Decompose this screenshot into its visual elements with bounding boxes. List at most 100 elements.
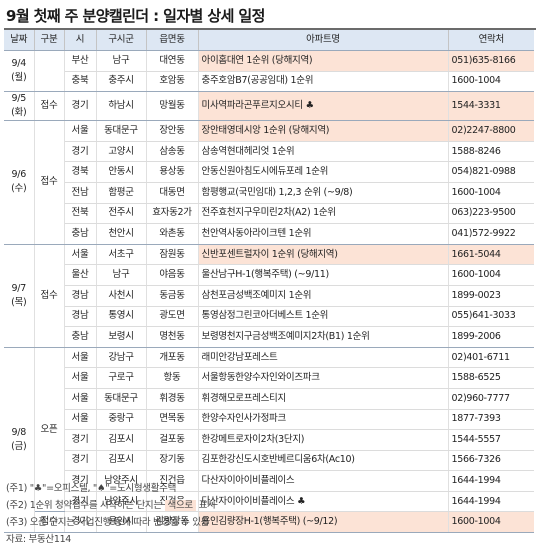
district-cell: 용인시: [96, 511, 147, 534]
table-row: 9/4 (월) 부산 남구 대연동 아이홈대연 1순위 (당해지역) 051)635-816…: [4, 50, 534, 93]
date-cell: 9/8 (금): [4, 347, 35, 534]
apartment-name-cell: 충주호암B7(공공임대) 1순위: [198, 71, 448, 93]
city-cell: 경기: [64, 429, 97, 451]
city-cell: 서울: [64, 244, 97, 266]
town-cell: 호암동: [146, 71, 199, 93]
contact-cell: 1644-1994: [447, 470, 534, 492]
town-cell: 용상동: [146, 161, 199, 183]
table-row: 충남 보령시 명천동 보령명천지구금성백조예미지2차(B1) 1순위 1899-2006: [4, 326, 534, 348]
town-cell: 장기동: [146, 450, 199, 472]
apartment-name-cell: 안동신원아침도시에듀포레 1순위: [198, 161, 448, 183]
table-row: 서울 구로구 항동 서울항동한양수자인와이즈파크 1588-6525: [4, 367, 534, 389]
city-cell: 경남: [64, 306, 97, 328]
apartment-name-cell: 전주효천지구우미린2차(A2) 1순위: [198, 203, 448, 225]
district-cell: 구로구: [96, 367, 147, 389]
table-row: 전남 함평군 대동면 함평행교(국민임대) 1,2,3 순위 (~9/8) 1600-1…: [4, 182, 534, 204]
contact-cell: 051)635-8166: [447, 50, 534, 72]
apartment-name-cell: 아이홈대연 1순위 (당해지역): [198, 50, 448, 72]
town-cell: 항동: [146, 367, 199, 389]
column-header: 연락처: [448, 30, 534, 51]
city-cell: 경북: [64, 161, 97, 183]
note-1: (주1) "♣"=오피스텔, "♠"=도시형생활주택: [6, 483, 177, 494]
date-weekday: (수): [11, 183, 27, 195]
apartment-name-cell: 천안역사동아라이크텐 1순위: [198, 223, 448, 245]
city-cell: 전북: [64, 203, 97, 225]
table-row: 9/7 (목) 접수 서울 서초구 잠원동 신반포센트럴자이 1순위 (당해지역) 1661-…: [4, 244, 534, 348]
contact-cell: 1588-6525: [447, 367, 534, 389]
town-cell: 잠원동: [146, 244, 199, 266]
table-row: 충남 천안시 와촌동 천안역사동아라이크텐 1순위 041)572-9922: [4, 223, 534, 245]
date-cell: 9/5 (화): [4, 91, 35, 122]
district-cell: 강남구: [96, 347, 147, 369]
table-row: 경기 김포시 걸포동 한강메트로자이2차(3단지) 1544-5557: [4, 429, 534, 451]
city-cell: 충남: [64, 326, 97, 348]
contact-cell: 1899-2006: [447, 326, 534, 348]
kind-cell: [34, 50, 65, 93]
note-2-highlight: 색으로: [164, 500, 196, 511]
schedule-table: 날짜 구분 시 구시군 읍면동 아파트명 연락처 9/4 (월) 부산 남구 대연동 아이홈대연 1순…: [4, 30, 534, 534]
district-cell: 보령시: [96, 326, 147, 348]
date-weekday: (목): [11, 296, 27, 308]
district-cell: 동대문구: [96, 120, 147, 142]
contact-cell: 041)572-9922: [447, 223, 534, 245]
town-cell: 김량장동: [146, 511, 199, 534]
footnotes: (주1) "♣"=오피스텔, "♠"=도시형생활주택 (주2) 1순위 청약접수…: [6, 480, 216, 548]
apartment-name-cell: 한강메트로자이2차(3단지): [198, 429, 448, 451]
apartment-name-cell: 한양수자인사가정파크: [198, 409, 448, 431]
title-rule: [4, 28, 536, 30]
city-cell: 울산: [64, 264, 97, 286]
table-row: 울산 남구 야음동 울산남구H-1(행복주택) (~9/11) 1600-1004: [4, 264, 534, 286]
contact-cell: 1588-8246: [447, 141, 534, 163]
district-cell: 고양시: [96, 141, 147, 163]
column-header: 구분: [34, 30, 65, 51]
city-cell: 경기: [64, 450, 97, 472]
city-cell: 충북: [64, 71, 97, 93]
apartment-name-cell: 신반포센트럴자이 1순위 (당해지역): [198, 244, 448, 266]
city-cell: 경기: [64, 470, 97, 492]
contact-cell: 02)401-6711: [447, 347, 534, 369]
city-cell: 충남: [64, 223, 97, 245]
date-weekday: (금): [11, 440, 27, 452]
contact-cell: 1600-1004: [447, 71, 534, 93]
apartment-name-cell: 미사역파라곤푸르지오시티 ♣: [198, 91, 448, 122]
header-row: 날짜 구분 시 구시군 읍면동 아파트명 연락처: [4, 30, 534, 51]
table-row: 서울 동대문구 휘경동 휘경해모로프레스티지 02)960-7777: [4, 388, 534, 410]
district-cell: 통영시: [96, 306, 147, 328]
town-cell: 명천동: [146, 326, 199, 348]
table-row: 경기 남양주시 진건읍 다산자이아이비플레이스 1644-1994: [4, 470, 534, 492]
district-cell: 김포시: [96, 450, 147, 472]
table-header: 날짜 구분 시 구시군 읍면동 아파트명 연락처: [4, 30, 534, 51]
apartment-name-cell: 휘경해모로프레스티지: [198, 388, 448, 410]
city-cell: 서울: [64, 367, 97, 389]
district-cell: 천안시: [96, 223, 147, 245]
date-weekday: (월): [11, 72, 27, 84]
date-cell: 9/7 (목): [4, 244, 35, 348]
source: 자료: 부동산114: [6, 534, 72, 545]
district-cell: 남구: [96, 50, 147, 72]
town-cell: 개포동: [146, 347, 199, 369]
district-cell: 하남시: [96, 91, 147, 122]
city-cell: 서울: [64, 409, 97, 431]
apartment-name-cell: 다산자이아이비플레이스: [198, 470, 448, 492]
contact-cell: 055)641-3033: [447, 306, 534, 328]
town-cell: 대동면: [146, 182, 199, 204]
contact-cell: 1600-1004: [447, 511, 534, 534]
apartment-name-cell: 삼송역현대헤리엇 1순위: [198, 141, 448, 163]
table-row: 경기 김포시 장기동 김포한강신도시호반베르디움6차(Ac10) 1566-7326: [4, 450, 534, 472]
city-cell: 서울: [64, 347, 97, 369]
column-header: 아파트명: [198, 30, 449, 51]
district-cell: 남구: [96, 264, 147, 286]
town-cell: 와촌동: [146, 223, 199, 245]
column-header: 시: [64, 30, 97, 51]
note-2-text-b: 표시: [195, 500, 216, 511]
table-row: 9/8 (금) 오픈 서울 강남구 개포동 래미안강남포레스트 02)401-6711: [4, 347, 534, 534]
town-cell: 진건읍: [146, 470, 199, 492]
column-header: 읍면동: [146, 30, 199, 51]
town-cell: 삼송동: [146, 141, 199, 163]
city-cell: 서울: [64, 388, 97, 410]
date-cell: 9/4 (월): [4, 50, 35, 93]
apartment-name-cell: 울산남구H-1(행복주택) (~9/11): [198, 264, 448, 286]
contact-cell: 1544-3331: [447, 91, 534, 122]
date-day: 9/7: [11, 282, 27, 294]
